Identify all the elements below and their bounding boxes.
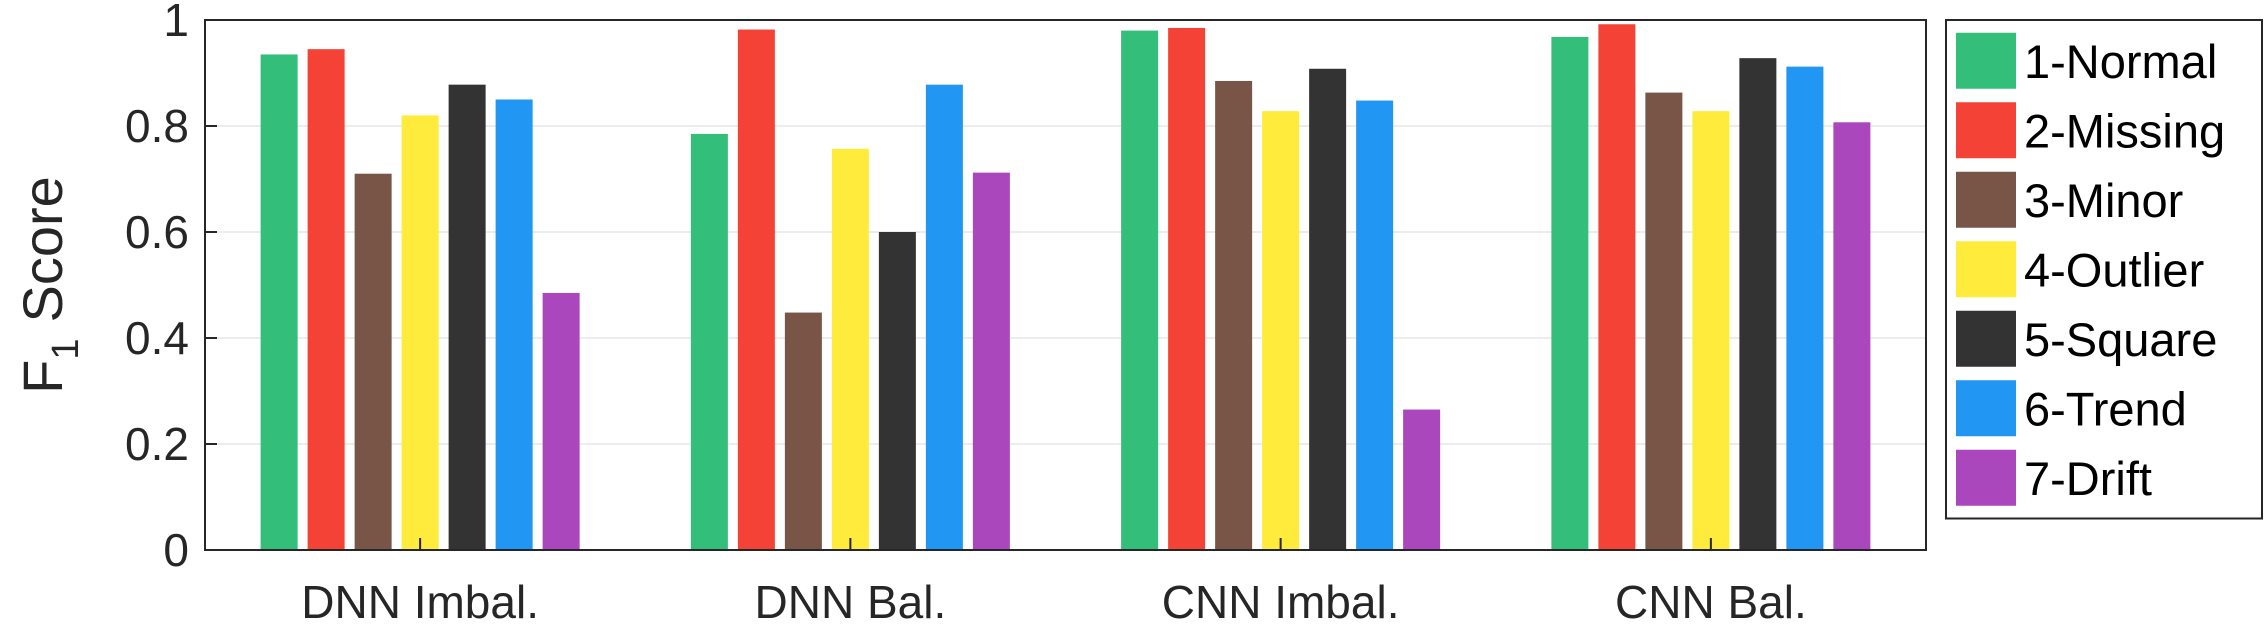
bar-1-normal-2 xyxy=(690,133,728,550)
legend-label: 6-Trend xyxy=(2024,382,2187,435)
y-axis-label-main: F xyxy=(11,360,74,394)
x-tick-label: DNN Imbal. xyxy=(301,576,539,625)
y-axis-label-suffix: Score xyxy=(11,176,74,322)
bar-2-missing-3 xyxy=(1168,27,1206,550)
bar-3-minor-3 xyxy=(1215,80,1253,550)
bar-3-minor-2 xyxy=(784,312,822,550)
y-tick-label: 0.8 xyxy=(125,100,189,152)
legend-swatch xyxy=(1956,380,2016,437)
y-tick-label: 1 xyxy=(163,0,189,46)
bar-6-trend-2 xyxy=(925,84,963,550)
y-tick-label: 0.2 xyxy=(125,418,189,470)
bar-3-minor-4 xyxy=(1645,92,1683,551)
bar-6-trend-3 xyxy=(1356,100,1394,550)
bar-1-normal-1 xyxy=(260,54,298,550)
legend-label: 4-Outlier xyxy=(2024,243,2204,296)
bar-2-missing-1 xyxy=(307,49,345,551)
legend-swatch xyxy=(1956,171,2016,228)
x-tick-label: CNN Imbal. xyxy=(1162,576,1400,625)
bar-3-minor-1 xyxy=(354,173,392,550)
bar-6-trend-1 xyxy=(495,99,533,550)
bar-5-square-3 xyxy=(1309,68,1347,550)
legend-label: 2-Missing xyxy=(2024,104,2225,157)
bar-2-missing-4 xyxy=(1598,24,1636,551)
bar-5-square-1 xyxy=(448,84,486,550)
bar-7-drift-3 xyxy=(1403,409,1441,550)
legend: 1-Normal 2-Missing 3-Minor 4-Outlier 5-Squar… xyxy=(1945,19,2263,520)
y-tick-label: 0 xyxy=(163,524,189,576)
bar-4-outlier-3 xyxy=(1262,111,1300,550)
legend-label: 3-Minor xyxy=(2024,174,2183,227)
bar-7-drift-1 xyxy=(542,292,580,550)
plot-area-frame xyxy=(204,19,1927,551)
bar-2-missing-2 xyxy=(737,29,775,551)
legend-swatch xyxy=(1956,310,2016,367)
bar-5-square-2 xyxy=(878,232,916,550)
bar-1-normal-3 xyxy=(1121,30,1159,551)
legend-swatch xyxy=(1956,241,2016,298)
legend-swatch xyxy=(1956,102,2016,159)
bar-4-outlier-2 xyxy=(831,148,869,551)
y-tick-label: 0.6 xyxy=(125,206,189,258)
y-axis-label-subscript: 1 xyxy=(45,338,87,359)
x-axis-ticks: DNN Imbal. DNN Bal. CNN Imbal. CNN Bal. xyxy=(301,538,1807,625)
bar-4-outlier-4 xyxy=(1692,111,1730,550)
y-tick-label: 0.4 xyxy=(125,312,189,364)
bar-4-outlier-1 xyxy=(401,115,439,551)
bar-1-normal-4 xyxy=(1551,36,1589,550)
legend-swatch xyxy=(1956,449,2016,506)
x-tick-label: DNN Bal. xyxy=(755,576,947,625)
bar-7-drift-4 xyxy=(1833,122,1871,550)
bar-7-drift-2 xyxy=(972,172,1010,550)
bar-5-square-4 xyxy=(1739,58,1777,550)
grid-lines xyxy=(205,125,1926,445)
y-axis-ticks: 0 0.2 0.4 0.6 0.8 1 xyxy=(125,0,217,576)
bar-6-trend-4 xyxy=(1786,66,1824,550)
y-axis-label: F1 Score xyxy=(11,176,87,394)
bars xyxy=(260,24,1871,551)
x-tick-label: CNN Bal. xyxy=(1615,576,1807,625)
legend-label: 7-Drift xyxy=(2024,452,2152,505)
legend-label: 5-Square xyxy=(2024,313,2217,366)
legend-swatch xyxy=(1956,32,2016,89)
legend-label: 1-Normal xyxy=(2024,35,2217,88)
